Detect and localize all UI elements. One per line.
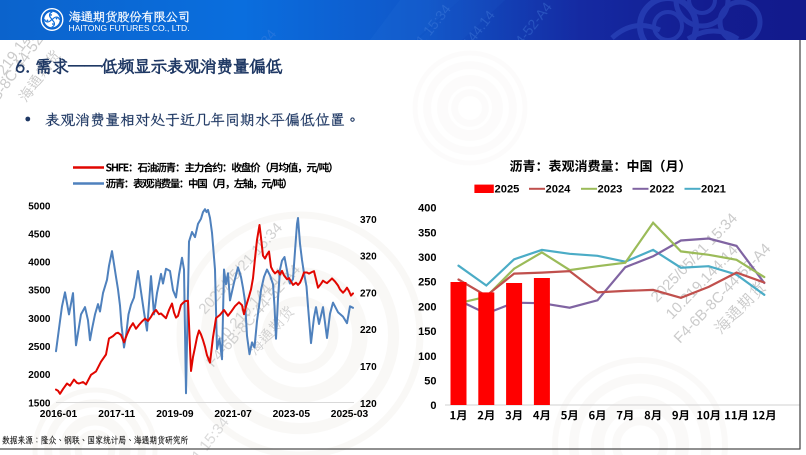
svg-text:3500: 3500 — [28, 286, 51, 297]
svg-text:0: 0 — [430, 400, 436, 412]
svg-text:2022: 2022 — [650, 183, 675, 195]
svg-text:370: 370 — [360, 215, 377, 226]
svg-text:2025-03: 2025-03 — [331, 409, 369, 420]
svg-text:300: 300 — [418, 252, 436, 264]
svg-text:250: 250 — [418, 277, 436, 289]
svg-text:2023: 2023 — [598, 183, 623, 195]
svg-text:4500: 4500 — [28, 229, 51, 240]
svg-text:3000: 3000 — [28, 314, 51, 325]
svg-text:4000: 4000 — [28, 258, 51, 269]
svg-text:170: 170 — [360, 362, 377, 373]
svg-text:2024: 2024 — [546, 183, 572, 195]
svg-text:2021-07: 2021-07 — [214, 409, 252, 420]
svg-text:HAITONG FUTURES CO., LTD.: HAITONG FUTURES CO., LTD. — [69, 23, 190, 33]
svg-text:270: 270 — [360, 288, 377, 299]
svg-text:2021: 2021 — [701, 183, 726, 195]
svg-text:120: 120 — [360, 399, 377, 410]
svg-text:150: 150 — [418, 326, 436, 338]
svg-text:2016-01: 2016-01 — [40, 409, 78, 420]
svg-text:2017-11: 2017-11 — [98, 409, 135, 420]
svg-text:320: 320 — [360, 252, 377, 263]
svg-text:2023-05: 2023-05 — [273, 409, 311, 420]
svg-text:100: 100 — [418, 351, 436, 363]
svg-text:200: 200 — [418, 301, 436, 313]
svg-text:2025: 2025 — [495, 183, 520, 195]
svg-text:220: 220 — [360, 325, 377, 336]
svg-text:5000: 5000 — [28, 201, 51, 212]
svg-text:350: 350 — [418, 227, 436, 239]
svg-text:2000: 2000 — [28, 370, 51, 381]
svg-text:1500: 1500 — [28, 398, 51, 409]
svg-text:400: 400 — [418, 203, 436, 215]
svg-text:2500: 2500 — [28, 342, 51, 353]
svg-text:2019-09: 2019-09 — [156, 409, 194, 420]
svg-text:50: 50 — [424, 376, 436, 388]
